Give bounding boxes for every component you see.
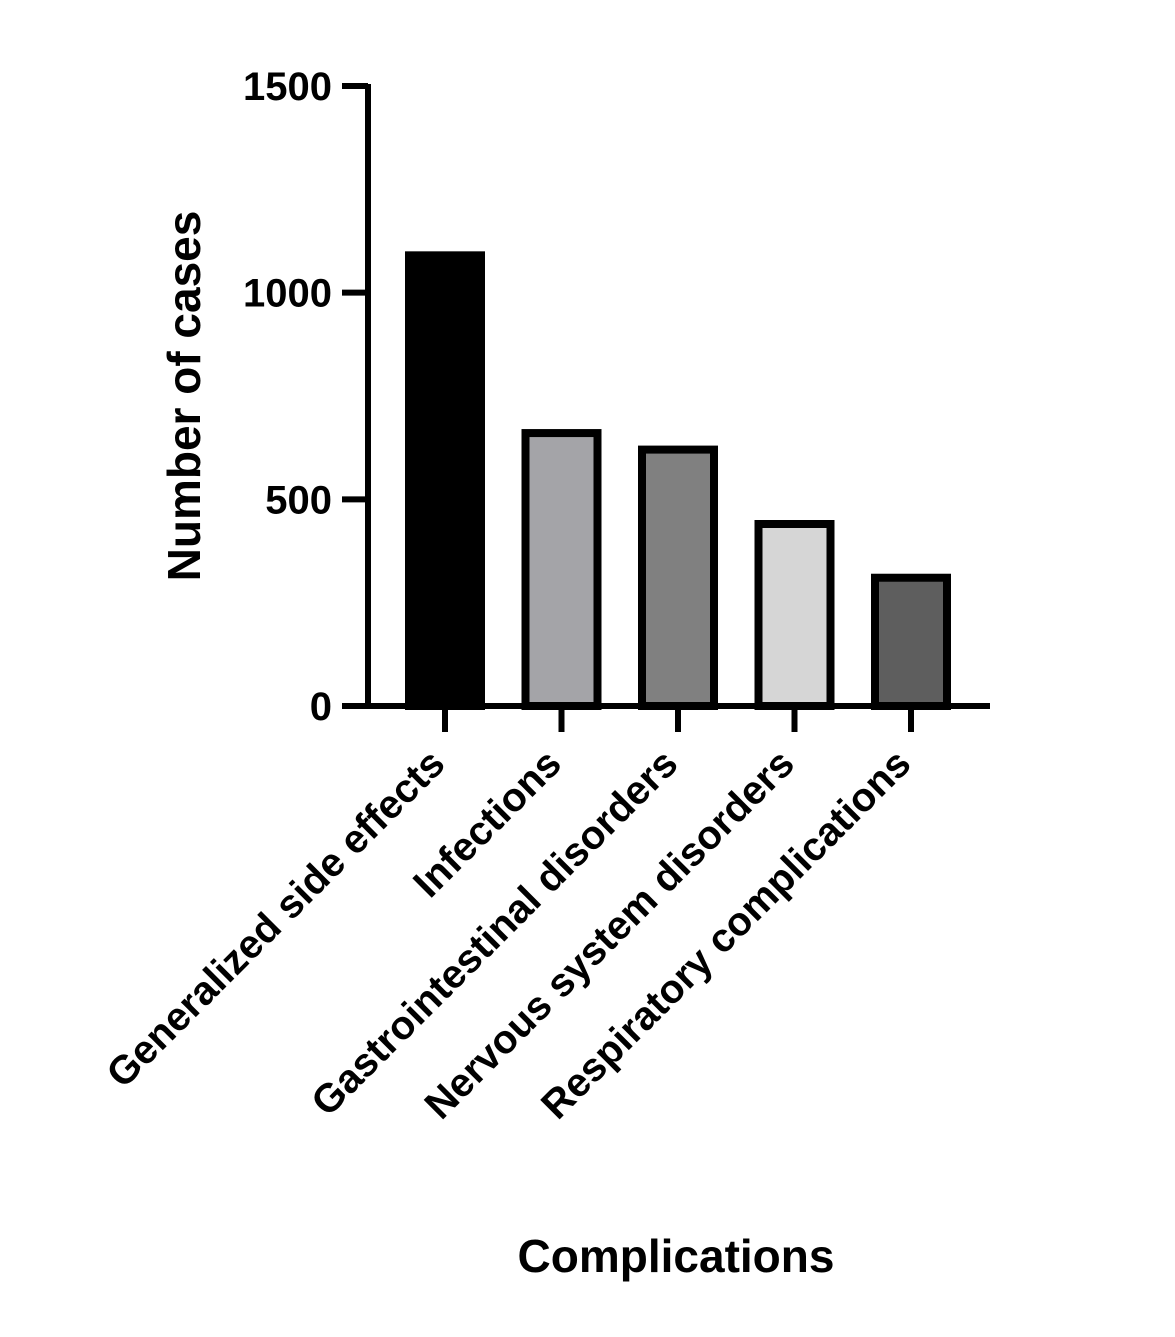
bar-1 [405, 251, 485, 710]
y-tick-label-3: 1000 [243, 272, 332, 316]
bars-layer [405, 251, 951, 710]
axes-layer [342, 83, 990, 732]
x-axis-title: Complications [518, 1230, 835, 1282]
bar-2 [521, 429, 602, 710]
y-tick-label-4: 1500 [243, 65, 332, 109]
bar-4 [754, 520, 835, 710]
bar-3 [638, 445, 718, 710]
y-tick-label-2: 500 [265, 478, 332, 522]
y-axis-title: Number of cases [158, 211, 210, 582]
y-tick-label-1: 0 [310, 685, 332, 729]
bar-5 [871, 573, 951, 710]
